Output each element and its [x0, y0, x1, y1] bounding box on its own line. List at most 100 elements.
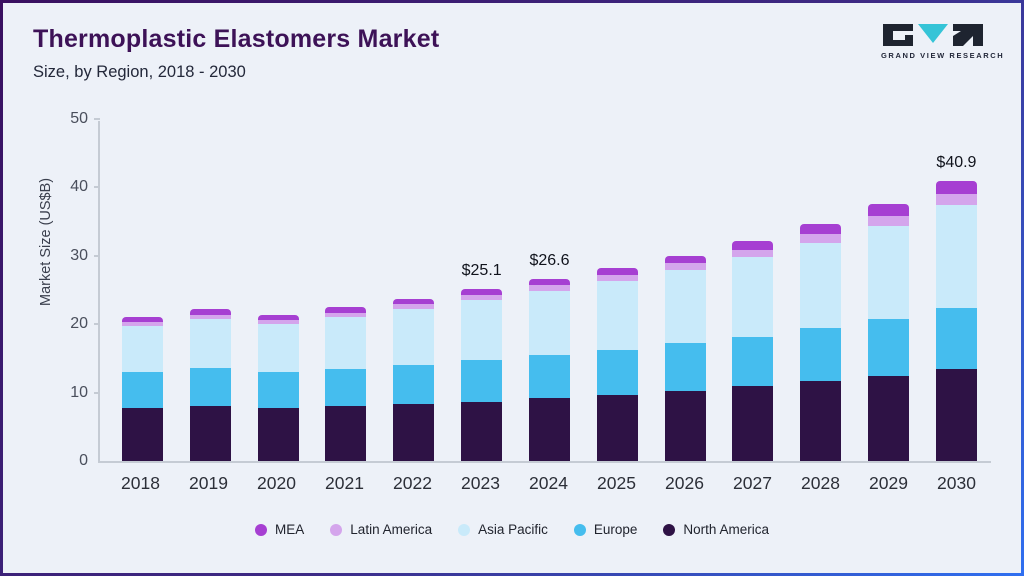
- bar-segment-mea: [528, 279, 570, 286]
- bar-segment-europe: [664, 343, 706, 391]
- bar-segment-mea: [189, 309, 231, 315]
- bar-stack: [393, 298, 435, 461]
- bar-segment-mea: [868, 203, 910, 217]
- bar-stack: [664, 255, 706, 461]
- bar-segment-europe: [868, 318, 910, 376]
- legend-label: North America: [683, 522, 769, 537]
- page-title: Thermoplastic Elastomers Market: [33, 25, 440, 53]
- bar-segment-asia-pacific: [868, 226, 910, 319]
- bar-segment-latin-america: [461, 294, 503, 301]
- bar-segment-north-america: [257, 407, 299, 461]
- bar-segment-mea: [935, 181, 977, 194]
- bar-segment-asia-pacific: [664, 270, 706, 344]
- y-tick-mark: [94, 118, 100, 120]
- bar-segment-europe: [528, 355, 570, 399]
- bar-2020: [257, 314, 299, 461]
- bar-2028: [800, 223, 842, 461]
- bar-segment-asia-pacific: [596, 281, 638, 350]
- bar-2025: [596, 268, 638, 461]
- bar-segment-asia-pacific: [935, 205, 977, 309]
- bar-segment-asia-pacific: [325, 317, 367, 369]
- bar-segment-north-america: [461, 401, 503, 461]
- y-tick-mark: [94, 391, 100, 394]
- bar-segment-europe: [732, 336, 774, 387]
- bar-2021: [325, 307, 367, 461]
- legend-dot-north-america: [663, 523, 676, 536]
- bar-segment-latin-america: [393, 304, 435, 310]
- y-tick-mark: [94, 254, 100, 257]
- bar-segment-latin-america: [868, 216, 910, 227]
- bar-segment-asia-pacific: [257, 324, 299, 373]
- y-tick-0: 0: [79, 452, 88, 469]
- bar-segment-north-america: [189, 406, 231, 461]
- bar-segment-europe: [935, 308, 977, 369]
- bar-segment-latin-america: [935, 193, 977, 206]
- bar-segment-europe: [461, 360, 503, 402]
- x-tick-2030: 2030: [937, 473, 976, 493]
- bar-2027: [732, 240, 774, 461]
- x-tick-2027: 2027: [733, 473, 772, 493]
- bar-segment-europe: [596, 349, 638, 395]
- bar-segment-north-america: [868, 375, 910, 461]
- bar-segment-north-america: [393, 403, 435, 461]
- bar-stack: [461, 289, 503, 461]
- bar-segment-latin-america: [596, 274, 638, 282]
- legend-dot-asia-pacific: [458, 523, 471, 536]
- x-tick-2022: 2022: [393, 473, 432, 493]
- bar-segment-latin-america: [257, 320, 299, 325]
- legend-label: MEA: [275, 522, 305, 537]
- bar-2023: $25.1: [461, 262, 503, 461]
- bar-segment-latin-america: [528, 285, 570, 292]
- bar-segment-asia-pacific: [393, 309, 435, 365]
- legend-item-latin-america: Latin America: [330, 522, 432, 537]
- logo-text: GRAND VIEW RESEARCH: [881, 51, 1005, 60]
- bar-segment-mea: [393, 298, 435, 305]
- bar-2024: $26.6: [528, 252, 570, 461]
- bar-stack: [528, 279, 570, 461]
- bar-segment-north-america: [528, 398, 570, 461]
- stacked-bar-chart: Market Size (US$B) $25.1 $26.6 $40.9 0 10 20…: [38, 110, 991, 494]
- bar-segment-north-america: [935, 368, 977, 461]
- bar-2030: $40.9: [935, 154, 977, 461]
- x-tick-2029: 2029: [869, 473, 908, 493]
- x-tick-2028: 2028: [801, 473, 840, 493]
- chart-legend: MEA Latin America Asia Pacific Europe North …: [3, 522, 1021, 537]
- x-tick-2019: 2019: [189, 473, 228, 493]
- plot-area: Market Size (US$B) $25.1 $26.6 $40.9 0 10 20…: [38, 110, 991, 469]
- bar-stack: [189, 309, 231, 461]
- bar-segment-mea: [257, 314, 299, 321]
- chart-header: Thermoplastic Elastomers Market Size, by…: [33, 25, 439, 82]
- gvr-logo-icon: [883, 24, 983, 46]
- y-tick-50: 50: [70, 110, 88, 127]
- y-tick-mark: [94, 323, 100, 326]
- bar-2029: [868, 203, 910, 461]
- bar-stack: [800, 223, 842, 461]
- bar-segment-north-america: [800, 380, 842, 461]
- bar-stack: [325, 307, 367, 461]
- bar-segment-mea: [800, 223, 842, 234]
- bar-stack: [596, 268, 638, 461]
- bar-segment-latin-america: [732, 249, 774, 258]
- x-tick-2024: 2024: [529, 473, 568, 493]
- x-tick-2018: 2018: [121, 473, 160, 493]
- bar-segment-north-america: [596, 394, 638, 461]
- bar-segment-asia-pacific: [528, 291, 570, 355]
- bar-segment-europe: [325, 368, 367, 406]
- bar-segment-mea: [732, 240, 774, 250]
- y-tick-40: 40: [70, 178, 88, 196]
- legend-item-north-america: North America: [663, 522, 769, 537]
- bar-segment-asia-pacific: [461, 300, 503, 361]
- bar-segment-mea: [461, 289, 503, 295]
- legend-item-europe: Europe: [573, 522, 637, 537]
- y-tick-mark: [94, 186, 100, 189]
- bar-stack: [122, 317, 163, 461]
- bar-segment-latin-america: [325, 312, 367, 318]
- x-tick-2023: 2023: [461, 473, 500, 493]
- data-label-2024: $26.6: [529, 252, 570, 270]
- bar-segment-europe: [189, 367, 231, 407]
- legend-dot-mea: [255, 523, 268, 536]
- y-tick-20: 20: [70, 315, 88, 333]
- bar-segment-latin-america: [664, 263, 706, 271]
- y-axis-label: Market Size (US$B): [38, 177, 54, 306]
